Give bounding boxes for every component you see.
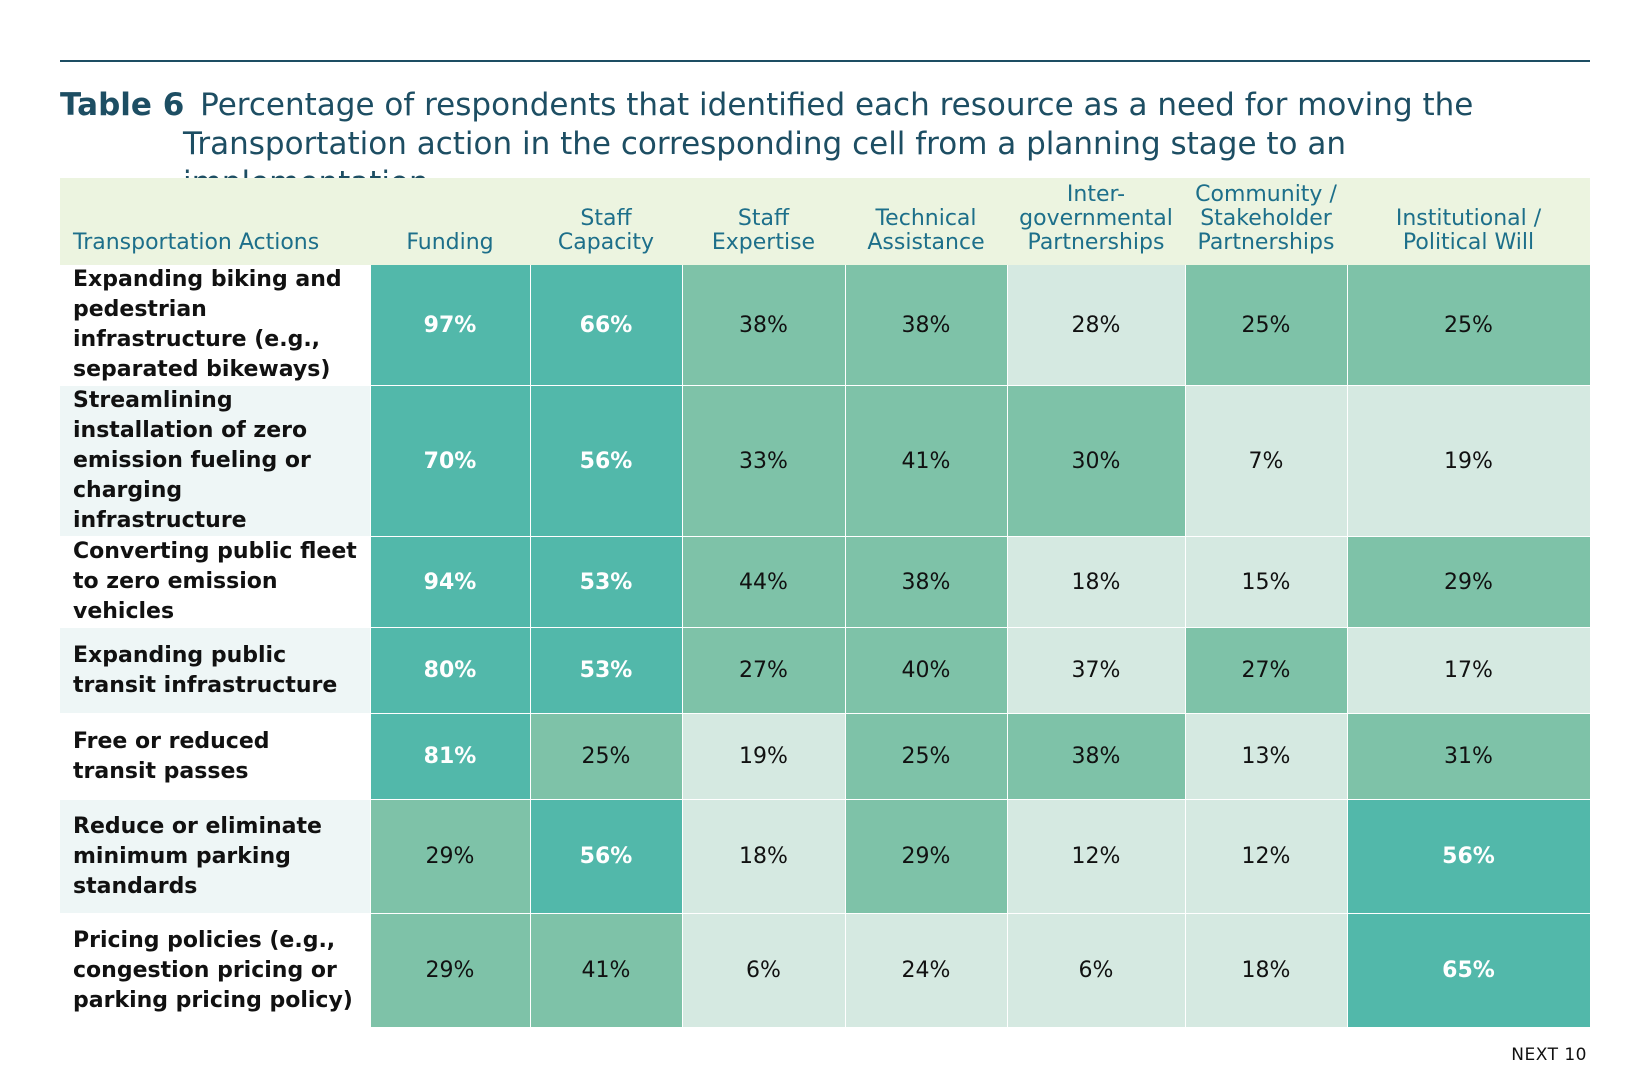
column-header: Technical Assistance [845,178,1007,265]
value-cell: 12% [1007,799,1186,914]
value-cell: 38% [1007,713,1186,800]
column-header: Funding [370,178,530,265]
action-cell: Reduce or eliminate minimum parking stan… [60,799,371,914]
value-cell: 81% [370,713,531,800]
value-cell: 70% [370,385,531,537]
table-row: Reduce or eliminate minimum parking stan… [60,799,1591,914]
value-cell: 29% [845,799,1008,914]
value-cell: 19% [682,713,846,800]
header-row: Transportation Actions Funding Staff Cap… [60,178,1590,265]
value-cell: 37% [1007,627,1186,714]
value-cell: 12% [1185,799,1348,914]
action-cell: Free or reduced transit passes [60,713,371,800]
title-line-1: Percentage of respondents that identifie… [200,87,1474,123]
table-row: Streamlining installation of zero emissi… [60,385,1591,537]
value-cell: 29% [1347,536,1591,628]
value-cell: 29% [370,799,531,914]
value-cell: 40% [845,627,1008,714]
value-cell: 53% [530,627,683,714]
value-cell: 56% [530,385,683,537]
value-cell: 24% [845,913,1008,1028]
top-rule [60,60,1590,62]
value-cell: 53% [530,536,683,628]
value-cell: 13% [1185,713,1348,800]
value-cell: 94% [370,536,531,628]
column-header: Transportation Actions [60,178,370,265]
column-header: Staff Capacity [530,178,682,265]
action-cell: Pricing policies (e.g., congestion prici… [60,913,371,1028]
value-cell: 18% [1007,536,1186,628]
value-cell: 38% [682,265,846,386]
value-cell: 27% [1185,627,1348,714]
value-cell: 15% [1185,536,1348,628]
value-cell: 19% [1347,385,1591,537]
value-cell: 6% [1007,913,1186,1028]
value-cell: 25% [1185,265,1348,386]
value-cell: 80% [370,627,531,714]
value-cell: 56% [530,799,683,914]
table-row: Expanding public transit infrastructure 8… [60,627,1591,714]
value-cell: 25% [530,713,683,800]
value-cell: 65% [1347,913,1591,1028]
resource-needs-table: Transportation Actions Funding Staff Cap… [60,178,1591,1028]
table-row: Free or reduced transit passes 81% 25% 19% 2… [60,713,1591,800]
value-cell: 41% [845,385,1008,537]
column-header: Staff Expertise [682,178,845,265]
table-row: Converting public fleet to zero emission… [60,536,1591,628]
value-cell: 30% [1007,385,1186,537]
table-title: Table 6 Percentage of respondents that i… [60,86,1600,203]
action-cell: Streamlining installation of zero emissi… [60,385,371,537]
page-footer: NEXT 10 [1511,1045,1587,1065]
value-cell: 97% [370,265,531,386]
column-header: Institutional / Political Will [1347,178,1590,265]
value-cell: 41% [530,913,683,1028]
value-cell: 17% [1347,627,1591,714]
value-cell: 56% [1347,799,1591,914]
value-cell: 38% [845,265,1008,386]
table-row: Pricing policies (e.g., congestion prici… [60,913,1591,1028]
column-header: Inter-governmental Partnerships [1007,178,1185,265]
value-cell: 18% [682,799,846,914]
value-cell: 33% [682,385,846,537]
value-cell: 29% [370,913,531,1028]
value-cell: 7% [1185,385,1348,537]
value-cell: 31% [1347,713,1591,800]
action-cell: Expanding biking and pedestrian infrastr… [60,265,371,386]
value-cell: 6% [682,913,846,1028]
value-cell: 18% [1185,913,1348,1028]
value-cell: 66% [530,265,683,386]
column-header: Community / Stakeholder Partnerships [1185,178,1347,265]
value-cell: 25% [1347,265,1591,386]
table-number: Table 6 [60,87,185,123]
value-cell: 28% [1007,265,1186,386]
value-cell: 25% [845,713,1008,800]
value-cell: 38% [845,536,1008,628]
action-cell: Converting public fleet to zero emission… [60,536,371,628]
value-cell: 27% [682,627,846,714]
action-cell: Expanding public transit infrastructure [60,627,371,714]
value-cell: 44% [682,536,846,628]
table-row: Expanding biking and pedestrian infrastr… [60,265,1591,386]
